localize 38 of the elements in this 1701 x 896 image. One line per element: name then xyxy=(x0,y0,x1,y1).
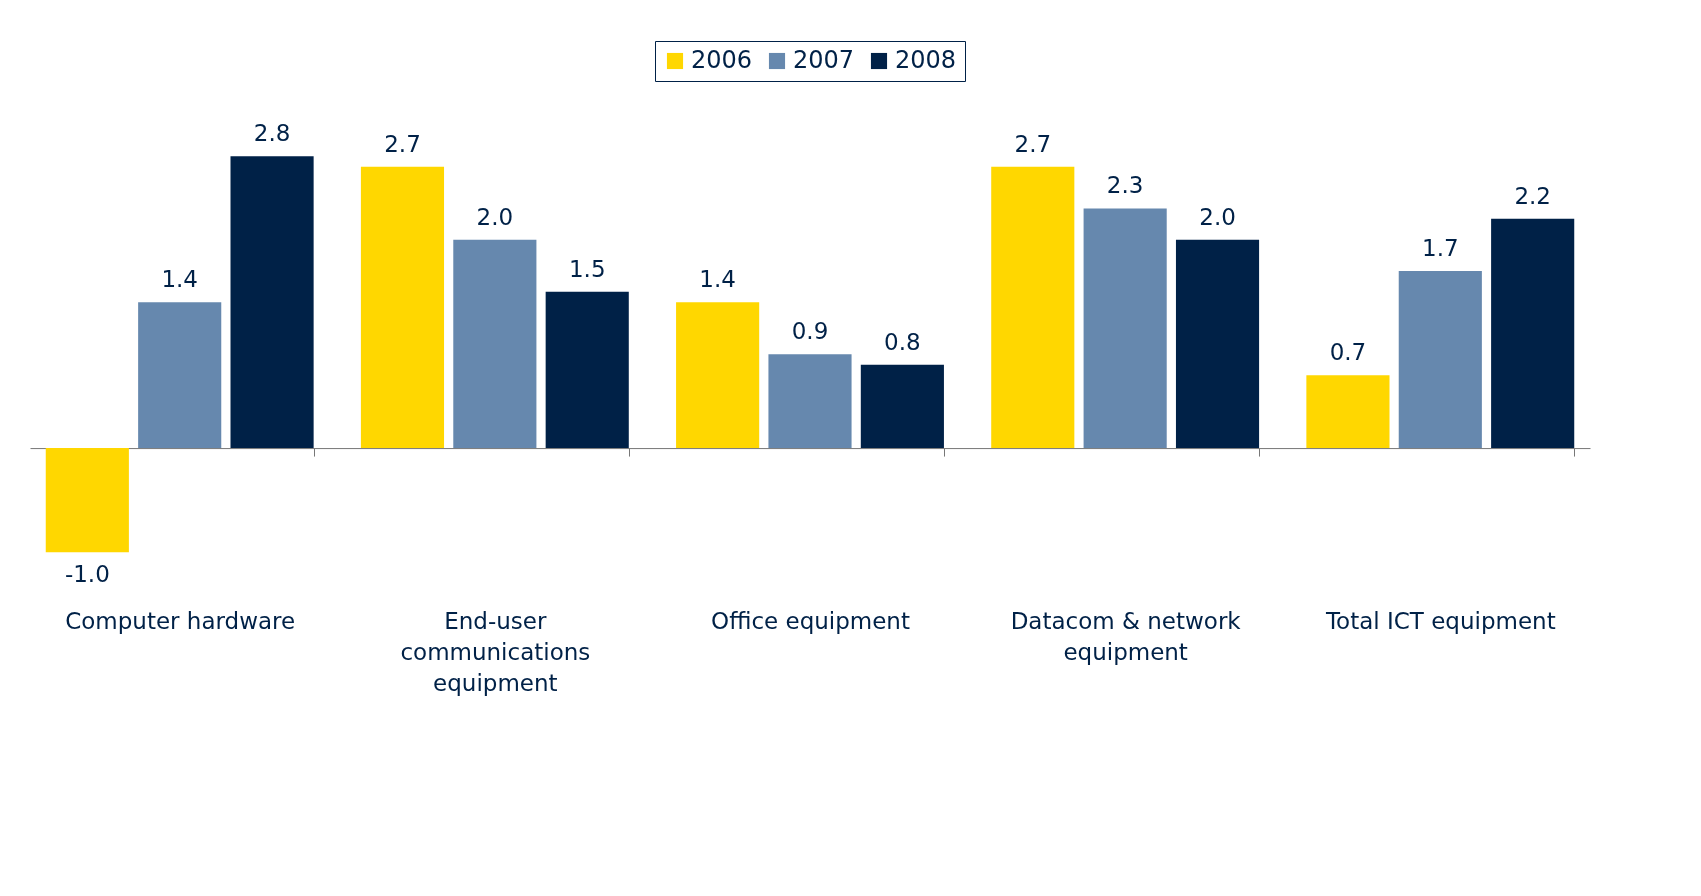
data-label: 0.7 xyxy=(1329,339,1367,366)
bar xyxy=(676,302,760,449)
bar xyxy=(1398,270,1482,449)
data-label: 0.9 xyxy=(791,318,829,345)
x-tick-label: Computer hardware xyxy=(65,607,296,634)
data-label: 1.5 xyxy=(568,255,606,282)
bar xyxy=(1175,239,1260,449)
data-label: 0.8 xyxy=(884,328,921,355)
bar xyxy=(1306,375,1390,449)
data-label: 1.7 xyxy=(1422,234,1459,261)
legend-label: 2006 xyxy=(691,46,753,74)
bar xyxy=(1491,218,1575,449)
data-label: 2.7 xyxy=(384,130,421,157)
x-tick-label: Total ICT equipment xyxy=(1324,607,1556,634)
x-tick-label: Office equipment xyxy=(711,607,910,634)
legend-label: 2007 xyxy=(793,46,855,74)
bar xyxy=(768,354,852,449)
bar xyxy=(230,156,314,449)
legend-label: 2008 xyxy=(895,46,957,74)
data-label: 2.8 xyxy=(253,120,291,147)
data-label: 2.2 xyxy=(1514,182,1551,209)
bar xyxy=(991,166,1075,449)
bar xyxy=(1083,208,1167,449)
data-label: 2.0 xyxy=(476,203,514,230)
data-label: 1.4 xyxy=(161,266,198,293)
data-label: -1.0 xyxy=(64,561,110,588)
data-label: 2.3 xyxy=(1106,172,1144,199)
x-tick-label: Datacom & network equipment xyxy=(1010,607,1242,665)
bar xyxy=(360,166,445,449)
x-tick-label: End-user communications equipment xyxy=(400,607,591,696)
bar xyxy=(453,239,537,449)
data-label: 2.7 xyxy=(1014,130,1052,157)
bar xyxy=(138,302,222,449)
data-label: 1.4 xyxy=(699,266,736,293)
bar xyxy=(545,291,629,449)
data-label: 2.0 xyxy=(1199,203,1236,230)
bar xyxy=(860,364,944,449)
bar xyxy=(45,448,129,553)
